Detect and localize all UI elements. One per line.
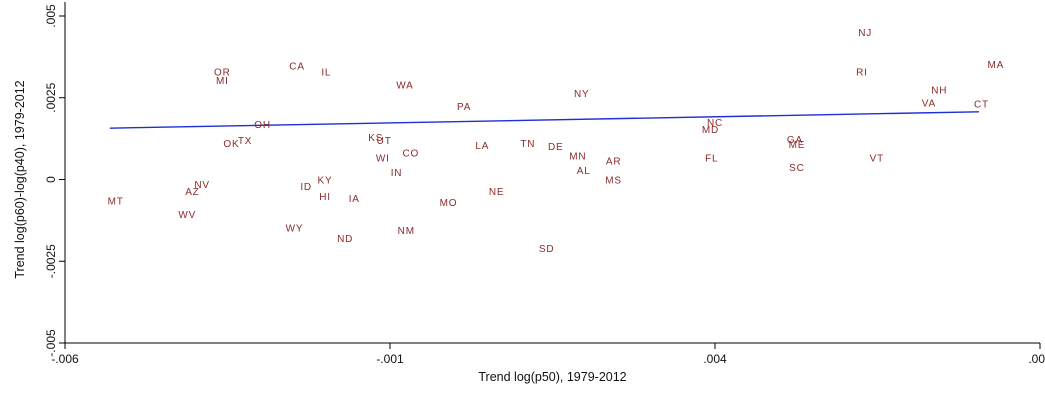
point-in: IN	[391, 168, 403, 179]
point-nh: NH	[931, 86, 947, 97]
point-id: ID	[300, 182, 312, 193]
y-tick-label: 0	[44, 176, 58, 183]
point-tn: TN	[520, 139, 535, 150]
point-ne: NE	[489, 187, 505, 198]
point-nd: ND	[337, 234, 353, 245]
point-ok: OK	[223, 139, 239, 150]
point-nv: NV	[194, 180, 210, 191]
point-or: OR	[214, 67, 231, 78]
point-ca: CA	[289, 62, 305, 73]
fit-line	[109, 111, 979, 129]
point-ct: CT	[974, 99, 989, 110]
point-la: LA	[475, 141, 489, 152]
point-sc: SC	[789, 163, 805, 174]
point-va: VA	[922, 98, 936, 109]
point-nm: NM	[398, 226, 415, 237]
point-nj: NJ	[858, 28, 872, 39]
point-mn: MN	[569, 151, 586, 162]
y-tick-label: -.0025	[44, 244, 58, 278]
point-ar: AR	[606, 156, 622, 167]
point-de: DE	[548, 142, 564, 153]
point-pa: PA	[457, 102, 471, 113]
point-hi: HI	[319, 192, 331, 203]
point-wy: WY	[286, 224, 304, 235]
point-ri: RI	[856, 67, 868, 78]
x-tick-label: .004	[703, 352, 727, 366]
point-ma: MA	[987, 60, 1004, 71]
y-tick-label: .005	[44, 4, 58, 28]
point-ga: GA	[787, 135, 803, 146]
point-tx: TX	[238, 136, 252, 147]
x-tick-label: .009	[1028, 352, 1045, 366]
y-axis-title: Trend log(p60)-log(p40), 1979-2012	[13, 80, 27, 278]
point-ky: KY	[318, 176, 333, 187]
point-al: AL	[577, 166, 591, 177]
point-mo: MO	[440, 198, 458, 209]
point-ks: KS	[368, 133, 383, 144]
point-mt: MT	[108, 197, 124, 208]
x-tick-label: -.001	[376, 352, 404, 366]
point-ut: UT	[377, 136, 392, 147]
point-fl: FL	[705, 153, 718, 164]
point-oh: OH	[254, 120, 271, 131]
x-axis-title: Trend log(p50), 1979-2012	[478, 370, 626, 384]
point-ia: IA	[349, 194, 360, 205]
point-vt: VT	[870, 153, 884, 164]
point-wi: WI	[376, 153, 390, 164]
point-il: IL	[321, 67, 331, 78]
y-tick-label: .0025	[44, 82, 58, 112]
point-wa: WA	[396, 80, 413, 91]
point-wv: WV	[178, 210, 196, 221]
point-me: ME	[789, 140, 806, 151]
y-tick-label: -.005	[44, 329, 58, 357]
x-tick-label: -.006	[51, 352, 79, 366]
point-ny: NY	[574, 89, 590, 100]
point-co: CO	[402, 149, 419, 160]
axes: -.006 -.001 .004 .009 -.005 -.0025 0 .0025 .005	[44, 2, 1045, 366]
point-ms: MS	[605, 176, 622, 187]
point-md: MD	[702, 125, 719, 136]
point-mi: MI	[216, 76, 229, 87]
point-az: AZ	[185, 187, 199, 198]
point-sd: SD	[539, 244, 555, 255]
point-nc: NC	[707, 118, 723, 129]
